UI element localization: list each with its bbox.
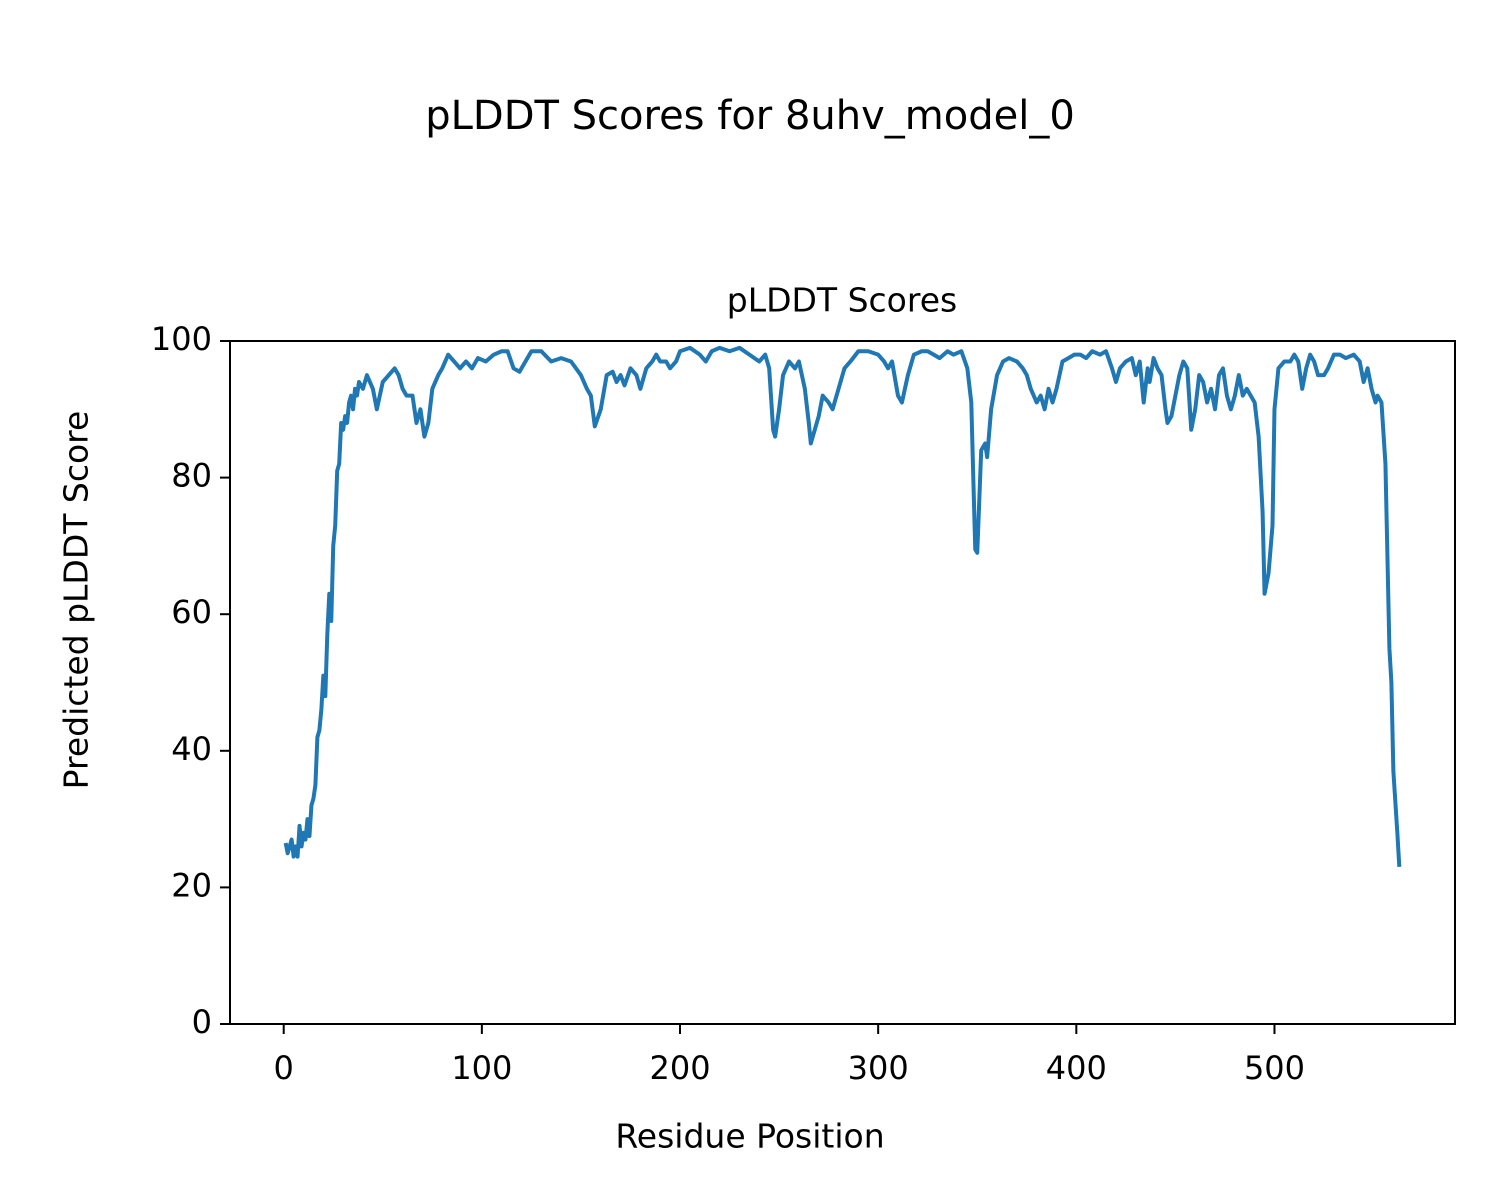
y-axis-label: Predicted pLDDT Score xyxy=(57,411,96,790)
plot-frame xyxy=(229,340,1456,1025)
y-tick-label: 40 xyxy=(171,730,212,768)
chart-subtitle: pLDDT Scores xyxy=(727,281,957,320)
x-tick-label: 500 xyxy=(1244,1049,1305,1087)
line-series xyxy=(283,345,1402,868)
x-tick-label: 200 xyxy=(649,1049,710,1087)
y-tick-label: 80 xyxy=(171,457,212,495)
chart-title: pLDDT Scores for 8uhv_model_0 xyxy=(425,93,1075,139)
x-tick-label: 300 xyxy=(848,1049,909,1087)
x-axis-label: Residue Position xyxy=(615,1117,884,1156)
y-tick-label: 100 xyxy=(151,320,212,358)
y-tick-label: 0 xyxy=(192,1003,212,1041)
y-tick-label: 60 xyxy=(171,593,212,631)
y-tick-label: 20 xyxy=(171,866,212,904)
x-tick-label: 400 xyxy=(1046,1049,1107,1087)
x-tick-label: 0 xyxy=(274,1049,294,1087)
x-tick-label: 100 xyxy=(451,1049,512,1087)
